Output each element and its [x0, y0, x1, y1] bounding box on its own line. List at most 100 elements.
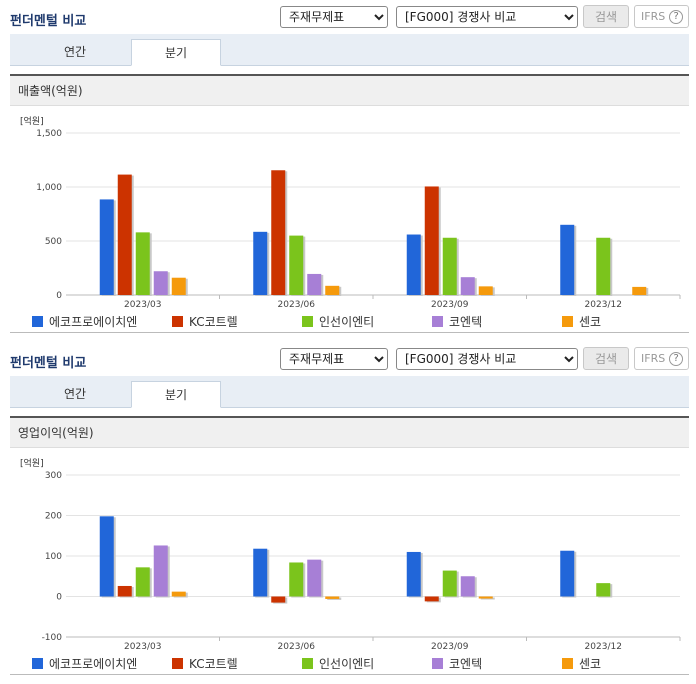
- y-tick-label: 0: [56, 291, 62, 301]
- bar[interactable]: [478, 286, 493, 295]
- legend-label: 센코: [579, 657, 602, 671]
- bar[interactable]: [271, 596, 286, 603]
- bar[interactable]: [325, 596, 340, 599]
- bar-chart: [억원] 0 500 1,000 1,500 2023/03 2023/06 2023/09 2…: [20, 115, 681, 308]
- bar[interactable]: [253, 231, 268, 295]
- bar[interactable]: [117, 585, 132, 597]
- search-button[interactable]: 검색: [583, 347, 629, 370]
- statement-select[interactable]: 주재무제표: [280, 348, 388, 370]
- bar[interactable]: [135, 567, 150, 597]
- legend-item[interactable]: KC코트렐: [172, 313, 238, 330]
- bar[interactable]: [253, 548, 268, 597]
- bar[interactable]: [406, 551, 421, 597]
- bar[interactable]: [325, 285, 340, 295]
- bar[interactable]: [596, 237, 611, 295]
- help-icon[interactable]: ?: [669, 9, 684, 24]
- y-tick-label: 100: [45, 552, 62, 562]
- bar[interactable]: [289, 562, 304, 597]
- tab-annual[interactable]: 연간: [63, 45, 87, 59]
- bar[interactable]: [424, 186, 439, 295]
- bar[interactable]: [171, 277, 186, 295]
- legend-label: 에코프로에이치엔: [49, 315, 138, 329]
- legend-swatch: [32, 658, 43, 669]
- bar[interactable]: [460, 576, 475, 597]
- legend-item[interactable]: 에코프로에이치엔: [32, 313, 137, 330]
- ifrs-toggle[interactable]: IFRS?: [634, 5, 689, 28]
- x-tick-label: 2023/03: [124, 642, 161, 650]
- legend-item[interactable]: 코엔텍: [432, 655, 482, 672]
- fundamental-panel-operating-profit: 펀더멘털 비교 주재무제표 [FG000] 경쟁사 비교 검색 IFRS? 연간…: [0, 342, 696, 684]
- legend-swatch: [432, 658, 443, 669]
- legend-label: 코엔텍: [449, 657, 483, 671]
- y-axis-unit: [억원]: [20, 115, 44, 127]
- x-tick-label: 2023/03: [124, 300, 161, 308]
- y-tick-label: 0: [56, 593, 62, 603]
- bar[interactable]: [307, 273, 322, 295]
- bar[interactable]: [271, 170, 286, 295]
- legend-swatch: [32, 316, 43, 327]
- x-tick-label: 2023/09: [431, 642, 469, 650]
- legend-swatch: [172, 316, 183, 327]
- help-icon[interactable]: ?: [669, 351, 684, 366]
- ifrs-label: IFRS: [641, 10, 666, 23]
- legend-swatch: [562, 658, 573, 669]
- statement-select[interactable]: 주재무제표: [280, 6, 388, 28]
- y-tick-label: 1,500: [36, 129, 62, 139]
- legend-item[interactable]: KC코트렐: [172, 655, 238, 672]
- panel-title: 펀더멘털 비교: [10, 14, 87, 29]
- bar[interactable]: [460, 277, 475, 295]
- legend-item[interactable]: 인선이엔티: [302, 655, 374, 672]
- bar[interactable]: [289, 235, 304, 295]
- legend-label: KC코트렐: [189, 657, 238, 671]
- x-tick-label: 2023/06: [278, 300, 316, 308]
- legend-swatch: [172, 658, 183, 669]
- legend-item[interactable]: 센코: [562, 655, 601, 672]
- chart-container: 영업이익(억원) [억원] -100 0 100 200 300 2023/03 2023/0…: [10, 416, 689, 675]
- fundamental-panel-revenue: 펀더멘털 비교 주재무제표 [FG000] 경쟁사 비교 검색 IFRS? 연간…: [10, 5, 689, 333]
- bar[interactable]: [153, 545, 168, 597]
- bar[interactable]: [171, 591, 186, 597]
- bar[interactable]: [307, 559, 322, 597]
- legend-swatch: [432, 316, 443, 327]
- bar[interactable]: [406, 234, 421, 295]
- bar[interactable]: [596, 583, 611, 597]
- chart-legend: 에코프로에이치엔 KC코트렐 인선이엔티 코엔텍 센코: [32, 655, 682, 671]
- compare-select[interactable]: [FG000] 경쟁사 비교: [396, 6, 578, 28]
- x-tick-label: 2023/09: [431, 300, 469, 308]
- ifrs-toggle[interactable]: IFRS?: [634, 347, 689, 370]
- ifrs-label: IFRS: [641, 352, 666, 365]
- bar-chart: [억원] -100 0 100 200 300 2023/03 2023/06 2023/09 2…: [20, 457, 681, 650]
- x-tick-label: 2023/06: [278, 642, 316, 650]
- compare-select[interactable]: [FG000] 경쟁사 비교: [396, 348, 578, 370]
- chart-container: 매출액(억원) [억원] 0 500 1,000 1,500 2023/03 2023/06…: [10, 74, 689, 333]
- y-tick-label: 300: [45, 471, 62, 481]
- bar[interactable]: [442, 570, 457, 597]
- period-tabs: 연간 분기: [10, 34, 689, 66]
- bar[interactable]: [560, 224, 575, 295]
- legend-swatch: [302, 316, 313, 327]
- y-tick-label: 200: [45, 512, 62, 522]
- tab-quarterly[interactable]: 분기: [131, 39, 221, 66]
- legend-label: 센코: [579, 315, 602, 329]
- tab-annual[interactable]: 연간: [63, 387, 87, 401]
- bar[interactable]: [99, 516, 114, 597]
- bar[interactable]: [560, 550, 575, 597]
- bar[interactable]: [442, 237, 457, 295]
- legend-item[interactable]: 센코: [562, 313, 601, 330]
- bar[interactable]: [424, 596, 439, 602]
- legend-label: 인선이엔티: [319, 657, 375, 671]
- bar[interactable]: [478, 596, 493, 599]
- bar[interactable]: [99, 199, 114, 295]
- bar[interactable]: [153, 271, 168, 295]
- legend-item[interactable]: 코엔텍: [432, 313, 482, 330]
- bar[interactable]: [632, 286, 647, 295]
- x-tick-label: 2023/12: [585, 642, 622, 650]
- tab-quarterly[interactable]: 분기: [131, 381, 221, 408]
- bar[interactable]: [135, 232, 150, 295]
- legend-item[interactable]: 에코프로에이치엔: [32, 655, 137, 672]
- legend-item[interactable]: 인선이엔티: [302, 313, 374, 330]
- bar[interactable]: [117, 174, 132, 295]
- search-button[interactable]: 검색: [583, 5, 629, 28]
- legend-swatch: [562, 316, 573, 327]
- panel-title: 펀더멘털 비교: [10, 356, 87, 371]
